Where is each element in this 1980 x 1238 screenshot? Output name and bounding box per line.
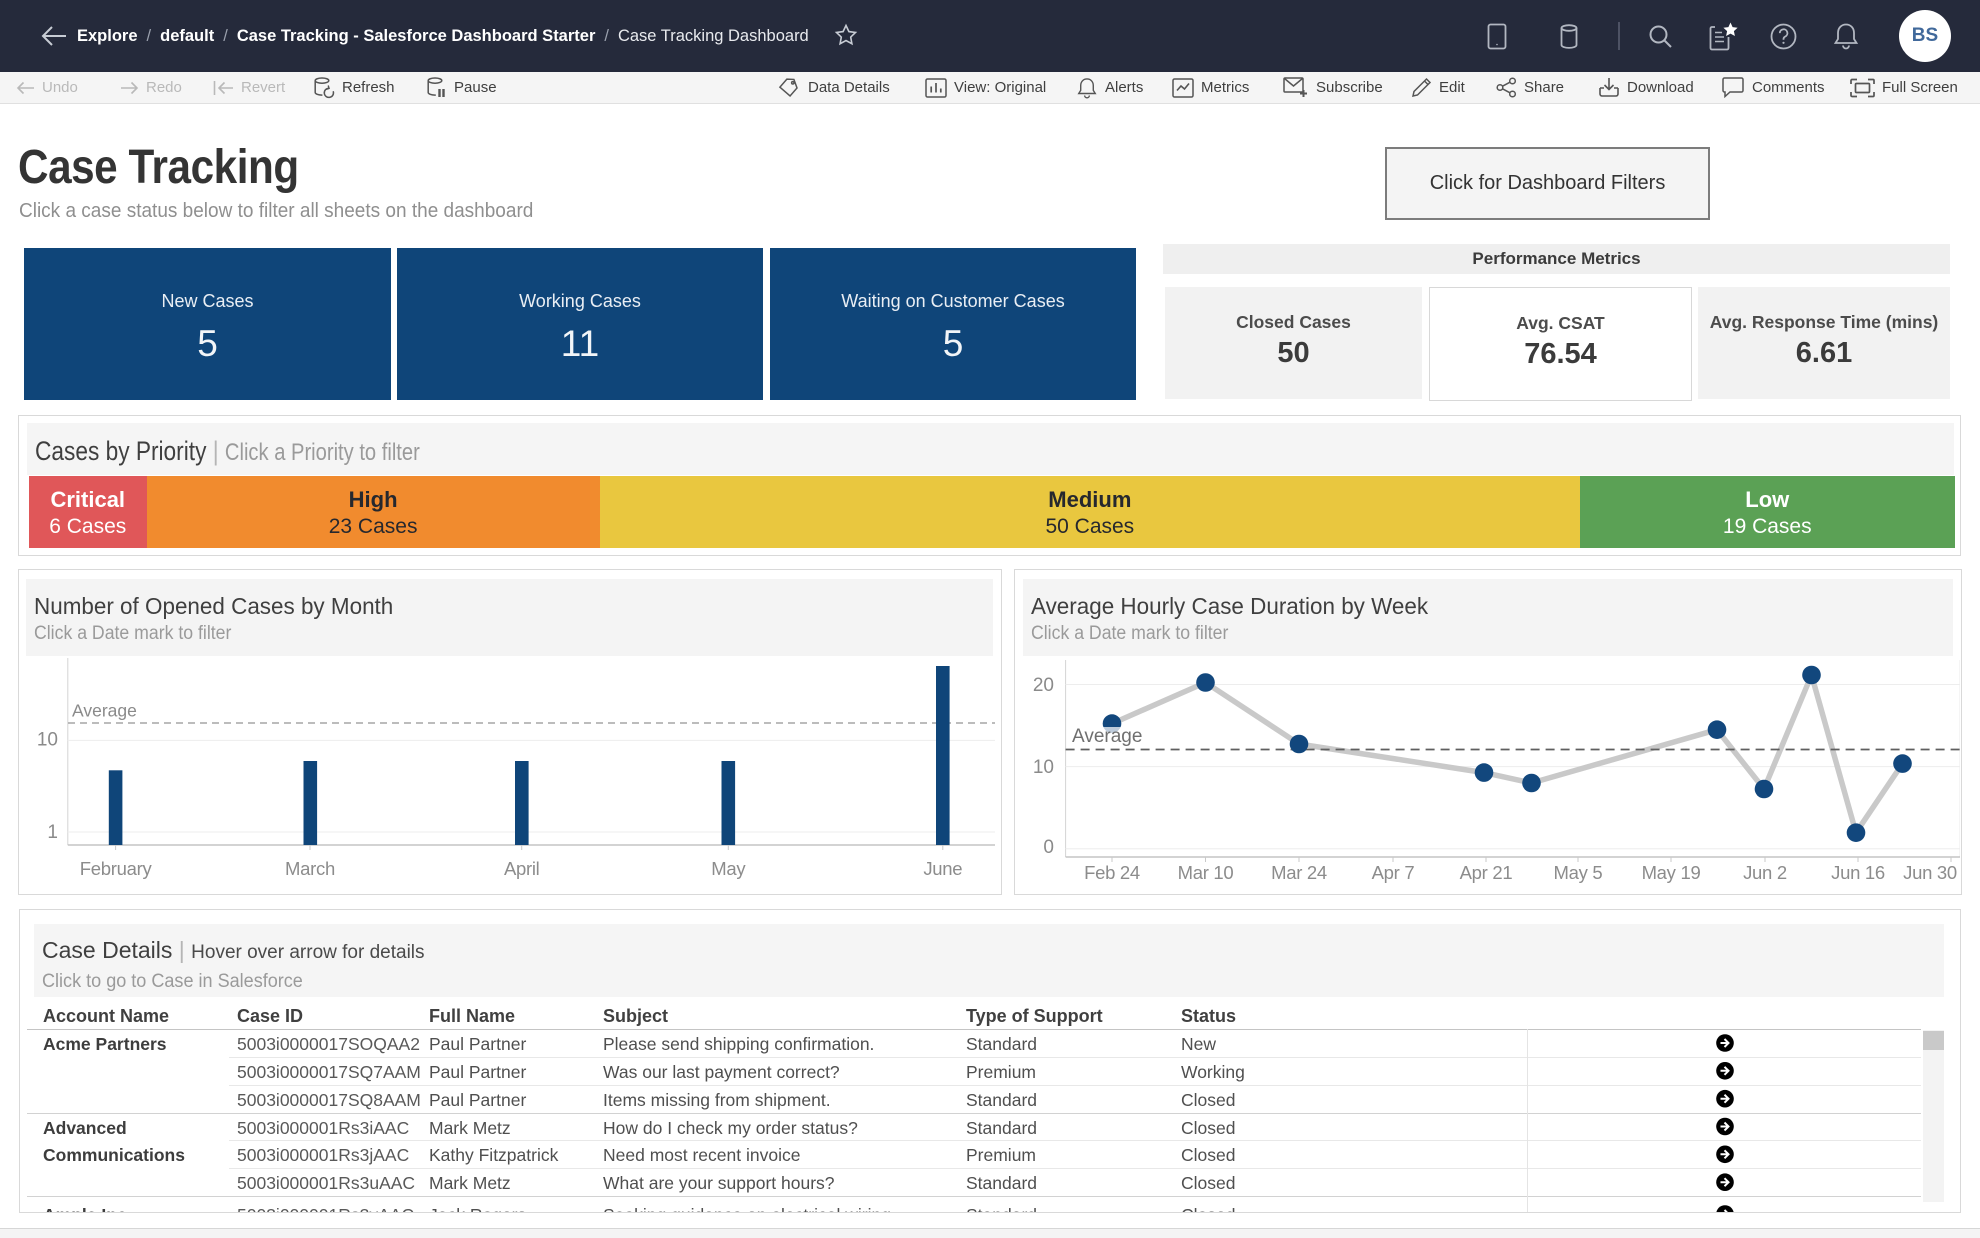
svg-text:Apr 7: Apr 7	[1372, 862, 1415, 883]
svg-text:April: April	[504, 858, 540, 879]
svg-text:1: 1	[47, 822, 58, 843]
svg-text:Mar 24: Mar 24	[1271, 862, 1327, 883]
svg-text:June: June	[923, 858, 962, 879]
svg-text:Apr 21: Apr 21	[1460, 862, 1513, 883]
svg-text:February: February	[80, 858, 153, 879]
svg-text:Jun 30: Jun 30	[1903, 862, 1957, 883]
svg-text:10: 10	[1033, 757, 1054, 778]
svg-text:20: 20	[1033, 675, 1054, 696]
svg-text:0: 0	[1043, 837, 1054, 858]
svg-text:May: May	[711, 858, 746, 879]
svg-text:May 19: May 19	[1642, 862, 1701, 883]
svg-text:May 5: May 5	[1554, 862, 1603, 883]
svg-text:Jun 16: Jun 16	[1831, 862, 1885, 883]
svg-text:Jun 2: Jun 2	[1743, 862, 1787, 883]
svg-text:Feb 24: Feb 24	[1084, 862, 1140, 883]
svg-text:Average: Average	[1072, 726, 1142, 747]
svg-text:Average: Average	[72, 701, 137, 721]
svg-text:March: March	[285, 858, 335, 879]
svg-text:10: 10	[37, 730, 58, 751]
svg-text:Mar 10: Mar 10	[1178, 862, 1234, 883]
